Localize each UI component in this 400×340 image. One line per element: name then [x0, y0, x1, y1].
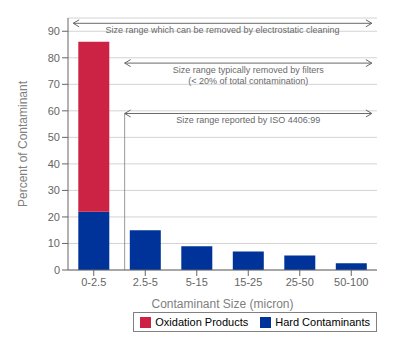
- svg-text:60: 60: [48, 105, 60, 117]
- svg-text:70: 70: [48, 78, 60, 90]
- svg-text:90: 90: [48, 25, 60, 37]
- svg-text:Size range typically removed b: Size range typically removed by filters(…: [173, 66, 325, 87]
- svg-text:5-15: 5-15: [186, 276, 208, 288]
- svg-text:15-25: 15-25: [234, 276, 262, 288]
- html-text:Hard Contaminants: Hard Contaminants: [275, 316, 370, 328]
- svg-text:40: 40: [48, 158, 60, 170]
- svg-text:2.5-5: 2.5-5: [133, 276, 158, 288]
- svg-text:20: 20: [48, 211, 60, 223]
- svg-text:10: 10: [48, 237, 60, 249]
- svg-text:25-50: 25-50: [286, 276, 314, 288]
- svg-text:Percent of Contaminant: Percent of Contaminant: [16, 80, 30, 207]
- html-text:Oxidation Products: Oxidation Products: [155, 316, 249, 328]
- svg-text:50: 50: [48, 131, 60, 143]
- svg-text:0: 0: [54, 264, 60, 276]
- svg-text:Size range reported by ISO 440: Size range reported by ISO 4406:99: [176, 116, 320, 126]
- svg-text:30: 30: [48, 184, 60, 196]
- svg-text:50-100: 50-100: [334, 276, 368, 288]
- svg-text:Contaminant Size (micron): Contaminant Size (micron): [151, 297, 293, 311]
- svg-text:80: 80: [48, 52, 60, 64]
- svg-text:Size range which can be remove: Size range which can be removed by elect…: [105, 26, 339, 36]
- svg-text:0-2.5: 0-2.5: [81, 276, 106, 288]
